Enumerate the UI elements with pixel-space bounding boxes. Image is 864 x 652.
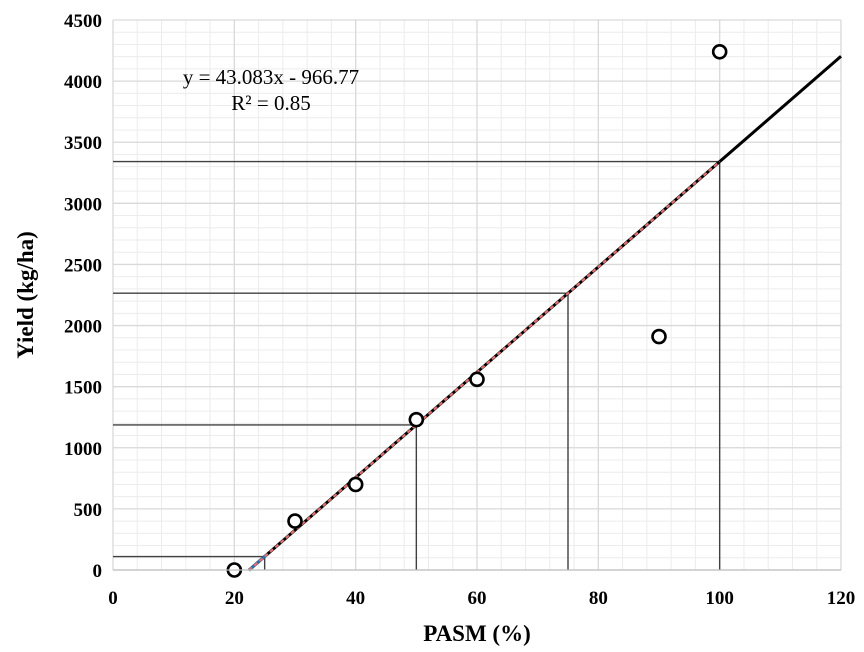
x-axis-title: PASM (%) (423, 621, 531, 646)
y-tick-label: 1500 (64, 378, 102, 399)
x-tick-label: 100 (705, 588, 734, 609)
x-tick-label: 80 (589, 588, 608, 609)
y-tick-label: 2500 (64, 255, 102, 276)
data-point (408, 411, 425, 428)
r-squared-label: R² = 0.85 (231, 91, 310, 115)
y-tick-label: 4500 (64, 11, 102, 32)
x-tick-label: 0 (108, 588, 118, 609)
data-point (651, 328, 667, 345)
fit-line-underlay (247, 553, 269, 572)
data-point (469, 371, 485, 388)
y-axis-title: Yield (kg/ha) (13, 231, 38, 359)
x-tick-label: 40 (346, 588, 365, 609)
x-tick-label: 120 (827, 588, 856, 609)
y-tick-label: 0 (93, 561, 103, 582)
equation-label: y = 43.083x - 966.77 (183, 65, 359, 89)
y-tick-label: 3500 (64, 133, 102, 154)
data-points (226, 43, 728, 578)
x-tick-labels: 0 20 40 60 80 100 120 (108, 588, 855, 609)
data-point (287, 513, 303, 529)
y-tick-label: 2000 (64, 317, 102, 338)
y-tick-labels: 0 500 1000 1500 2000 2500 3000 3500 4000 4500 (64, 11, 102, 582)
reference-lines (113, 160, 721, 570)
x-tick-label: 20 (225, 588, 244, 609)
y-tick-label: 500 (74, 500, 103, 521)
y-tick-label: 4000 (64, 72, 102, 93)
trendline (247, 55, 842, 572)
data-point (347, 476, 364, 493)
x-tick-label: 60 (468, 588, 487, 609)
data-point (711, 43, 728, 60)
y-tick-label: 3000 (64, 194, 102, 215)
major-grid (112, 19, 842, 571)
fit-line-dashed (248, 160, 721, 572)
y-tick-label: 1000 (64, 439, 102, 460)
